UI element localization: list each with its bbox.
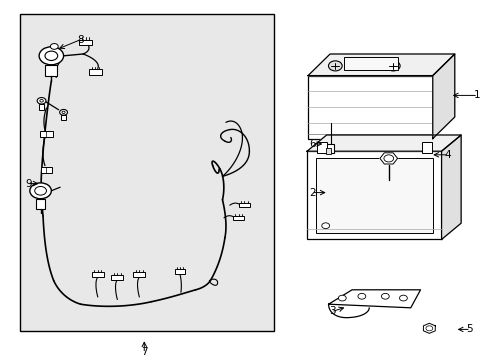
Polygon shape bbox=[379, 153, 397, 164]
Bar bbox=[40, 131, 53, 137]
Circle shape bbox=[328, 61, 342, 71]
Bar bbox=[111, 275, 123, 280]
Bar bbox=[421, 142, 431, 153]
Text: 2: 2 bbox=[309, 188, 316, 198]
Circle shape bbox=[35, 186, 46, 195]
Text: 8: 8 bbox=[77, 35, 84, 45]
Text: 1: 1 bbox=[472, 90, 479, 100]
Bar bbox=[307, 76, 432, 139]
Bar bbox=[92, 272, 103, 277]
Bar bbox=[61, 115, 66, 120]
Polygon shape bbox=[441, 135, 460, 239]
Bar bbox=[316, 142, 326, 153]
Polygon shape bbox=[328, 290, 420, 308]
Circle shape bbox=[338, 295, 346, 301]
Bar bbox=[45, 65, 57, 76]
Bar bbox=[306, 151, 441, 239]
Text: 9: 9 bbox=[25, 179, 32, 189]
Polygon shape bbox=[423, 323, 434, 333]
Text: 7: 7 bbox=[141, 347, 147, 357]
Bar bbox=[325, 148, 330, 154]
Circle shape bbox=[45, 51, 58, 60]
Bar bbox=[41, 167, 52, 173]
Text: 4: 4 bbox=[443, 150, 450, 160]
Bar bbox=[174, 269, 185, 274]
Bar bbox=[315, 158, 432, 233]
Circle shape bbox=[60, 109, 67, 115]
Circle shape bbox=[383, 155, 393, 162]
Circle shape bbox=[321, 223, 329, 229]
Polygon shape bbox=[306, 135, 460, 151]
Circle shape bbox=[386, 61, 399, 71]
Bar bbox=[89, 69, 102, 75]
Bar bbox=[20, 14, 273, 331]
Bar bbox=[233, 216, 244, 220]
Polygon shape bbox=[307, 54, 454, 76]
Bar bbox=[343, 57, 397, 70]
Circle shape bbox=[30, 183, 51, 199]
Bar bbox=[39, 104, 44, 110]
Circle shape bbox=[39, 47, 63, 65]
Bar bbox=[133, 272, 145, 277]
Circle shape bbox=[357, 293, 365, 299]
Text: 5: 5 bbox=[465, 324, 472, 334]
Polygon shape bbox=[432, 54, 454, 139]
Circle shape bbox=[381, 293, 388, 299]
Circle shape bbox=[40, 99, 43, 102]
Circle shape bbox=[62, 111, 65, 113]
Circle shape bbox=[50, 44, 58, 49]
Text: 6: 6 bbox=[309, 139, 316, 149]
Text: 3: 3 bbox=[328, 306, 335, 316]
Circle shape bbox=[425, 326, 432, 331]
Bar bbox=[239, 203, 249, 207]
Bar bbox=[322, 144, 334, 153]
Circle shape bbox=[399, 295, 407, 301]
Bar bbox=[36, 199, 45, 209]
Circle shape bbox=[37, 98, 46, 104]
Bar bbox=[79, 40, 92, 45]
